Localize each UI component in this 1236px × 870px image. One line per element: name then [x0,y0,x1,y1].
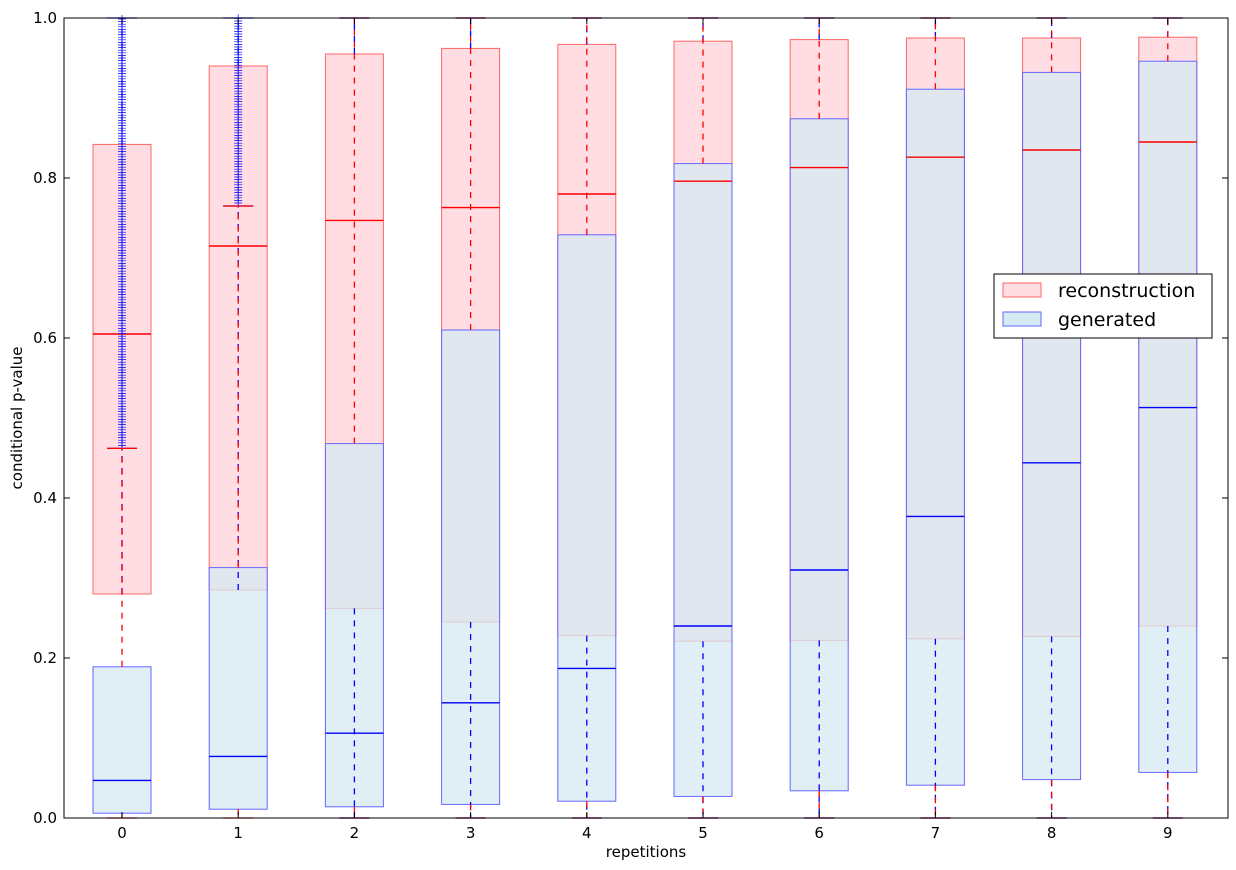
y-tick-label: 0.8 [33,169,57,187]
legend-swatch-generated [1002,311,1042,327]
x-tick-label: 2 [350,824,360,842]
x-tick-label: 3 [466,824,476,842]
legend-label-generated: generated [1058,309,1156,331]
box-generated-4 [557,234,617,802]
y-tick-label: 0.6 [33,329,57,347]
x-tick-label: 8 [1047,824,1057,842]
outliers-reconstruction-0 [118,15,126,450]
box-generated-7 [905,88,965,786]
box-generated-1 [208,567,268,810]
x-axis-label: repetitions [606,843,687,861]
y-axis-label: conditional p-value [8,347,26,490]
x-tick-label: 7 [931,824,941,842]
x-tick-label: 6 [814,824,824,842]
plot-area [92,14,1198,819]
x-tick-label: 1 [233,824,243,842]
x-tick-label: 4 [582,824,592,842]
x-tick-label: 5 [698,824,708,842]
y-tick-label: 0.4 [33,489,57,507]
y-tick-label: 1.0 [33,9,57,27]
box-generated-0 [92,666,152,814]
axis-ticks: 0.0 0.2 0.4 0.6 0.8 1.0 0 1 2 3 4 5 6 7 8 9 [33,9,1228,842]
y-tick-label: 0.0 [33,809,57,827]
y-tick-label: 0.2 [33,649,57,667]
box-generated-3 [441,329,501,805]
x-tick-label: 0 [117,824,127,842]
legend-label-reconstruction: reconstruction [1058,280,1195,302]
legend: reconstruction generated [993,273,1213,339]
x-tick-label: 9 [1163,824,1173,842]
legend-swatch-reconstruction [1002,282,1042,298]
axes-frame [63,17,1229,819]
